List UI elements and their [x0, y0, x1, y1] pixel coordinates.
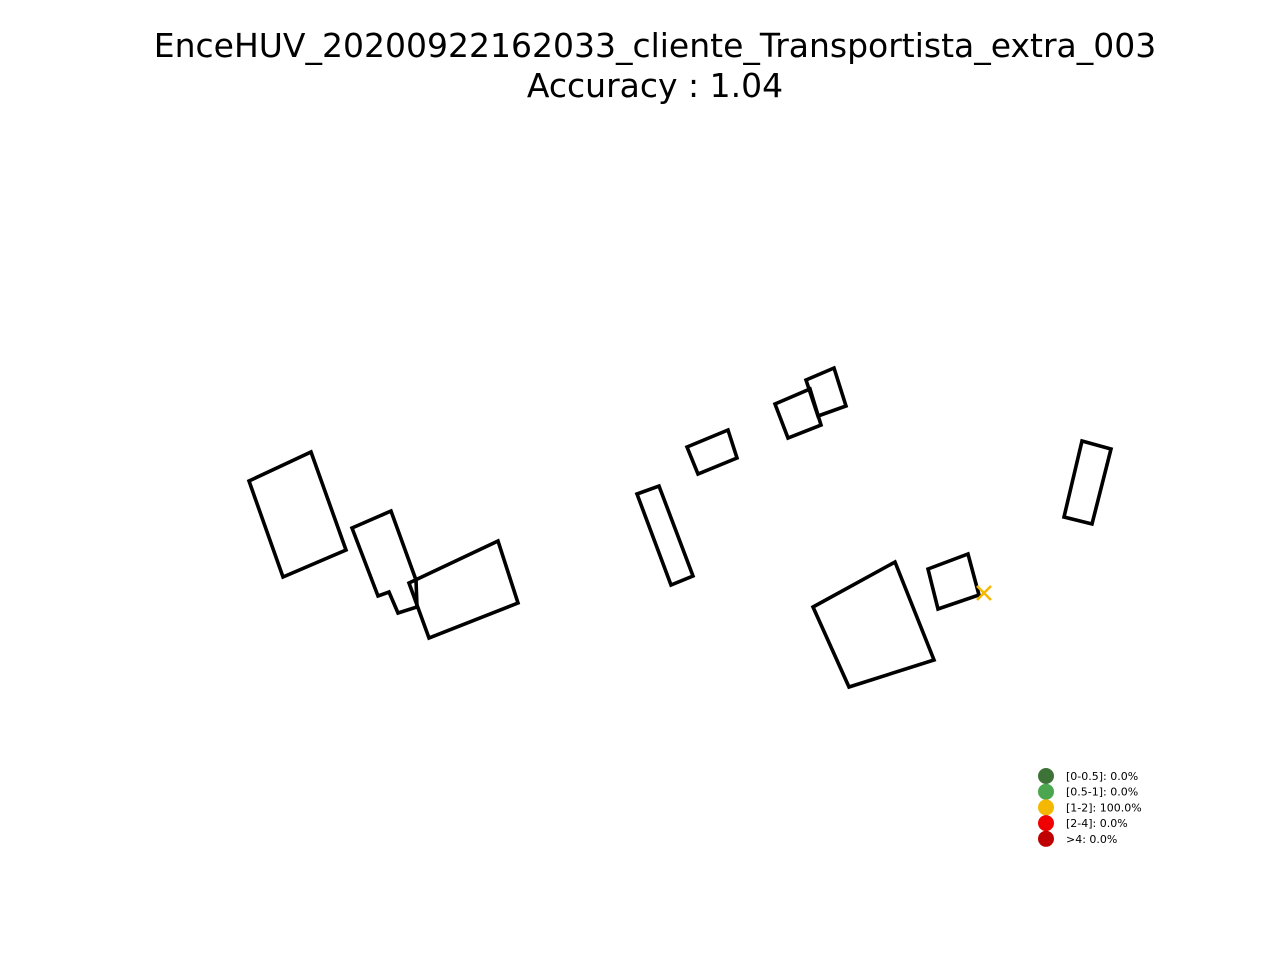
legend-dot-2: [1038, 783, 1054, 800]
legend-label-3: [1-2]: 100.0%: [1066, 801, 1142, 814]
building-outline-7: [803, 365, 849, 419]
legend-dot-1: [1038, 768, 1054, 784]
legend: [0-0.5]: 0.0% [0.5-1]: 0.0% [1-2]: 100.0% […: [1038, 768, 1142, 847]
legend-label-5: >4: 0.0%: [1066, 833, 1117, 846]
legend-dot-3: [1038, 799, 1054, 816]
building-outline-2: [349, 508, 419, 616]
building-outline-1: [246, 449, 349, 580]
legend-label-4: [2-4]: 0.0%: [1066, 817, 1128, 830]
legend-dot-4: [1038, 815, 1054, 832]
building-outline-4: [634, 483, 696, 588]
building-outlines: [246, 365, 1114, 690]
building-outline-8: [1061, 438, 1114, 527]
building-outline-9: [810, 559, 937, 690]
legend-dot-5: [1038, 830, 1054, 847]
position-marker-stroke-b: [976, 585, 992, 601]
figure-subtitle: Accuracy : 1.04: [526, 66, 784, 105]
figure-title: EnceHUV_20200922162033_cliente_Transport…: [153, 26, 1157, 65]
building-outline-5: [684, 427, 740, 477]
building-outline-10: [925, 551, 982, 612]
legend-label-2: [0.5-1]: 0.0%: [1066, 786, 1138, 799]
building-outline-3: [406, 538, 521, 641]
position-marker: [976, 585, 992, 601]
figure-title-block: EnceHUV_20200922162033_cliente_Transport…: [0, 26, 1280, 106]
building-outline-6: [772, 386, 824, 441]
legend-label-1: [0-0.5]: 0.0%: [1066, 770, 1138, 783]
